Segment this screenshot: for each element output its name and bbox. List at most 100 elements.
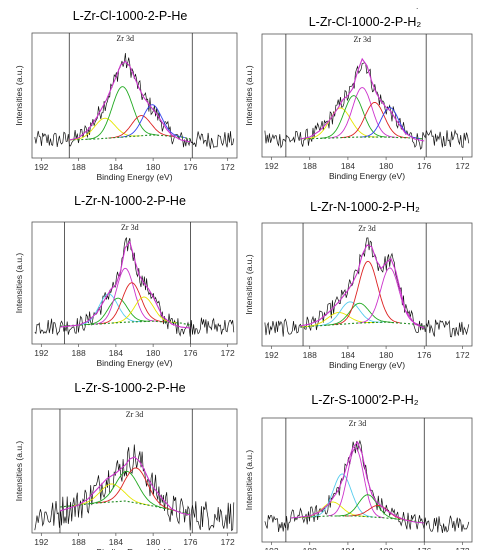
fit-component-peak	[359, 107, 421, 139]
x-tick-label: 176	[183, 162, 197, 172]
x-tick-label: 180	[379, 546, 393, 550]
raw-data-trace	[264, 237, 470, 338]
fit-component-peak	[119, 104, 185, 139]
chart-title: L-Zr-Cl-1000-2-P-H₂	[309, 15, 422, 29]
fit-component-peak	[94, 267, 156, 325]
background-baseline	[59, 500, 191, 515]
x-tick-label: 172	[455, 350, 469, 360]
peak-label: Zr 3d	[358, 224, 376, 233]
fit-component-peak	[320, 95, 388, 139]
fit-component-peak	[358, 267, 422, 326]
x-tick-label: 172	[221, 537, 235, 547]
raw-data-trace	[34, 53, 235, 149]
x-tick-label: 176	[183, 348, 197, 358]
plot-frame	[31, 32, 238, 159]
x-tick-label: 184	[341, 161, 355, 171]
x-tick-label: 192	[34, 537, 48, 547]
peak-label: Zr 3d	[121, 223, 139, 232]
chart-title: L-Zr-S-1000'2-P-H₂	[311, 393, 418, 407]
peak-label: Zr 3d	[353, 35, 371, 44]
plot-frame	[31, 221, 238, 345]
x-tick-label: 188	[71, 348, 85, 358]
raw-data-trace	[264, 439, 470, 533]
background-baseline	[300, 136, 425, 140]
background-baseline	[290, 515, 425, 524]
fit-component-peak	[316, 301, 384, 327]
fit-component-peak	[334, 260, 402, 325]
y-axis-label: Intensities (a.u.)	[14, 441, 24, 502]
x-tick-label: 176	[417, 546, 431, 550]
envelope-fit-line	[300, 244, 425, 329]
fit-component-peak	[72, 483, 151, 507]
y-axis-label: Intensities (a.u.)	[14, 253, 24, 314]
x-tick-label: 180	[379, 350, 393, 360]
chart-panel-2: L-Zr-Cl-1000-2-P-H₂ 192 188 184 180 176 172 Bin…	[244, 15, 473, 181]
fit-component-peak	[325, 302, 393, 326]
envelope-fit-line	[59, 240, 191, 329]
fit-component-peak	[108, 115, 174, 139]
x-tick-label: 172	[221, 162, 235, 172]
y-axis-label: Intensities (a.u.)	[14, 65, 24, 126]
x-tick-label: 192	[264, 350, 278, 360]
x-tick-label: 184	[341, 546, 355, 550]
x-tick-label: 172	[455, 161, 469, 171]
envelope-fit-line	[59, 456, 191, 516]
raw-data-trace	[34, 236, 235, 337]
x-tick-label: 180	[379, 161, 393, 171]
chart-title: L-Zr-Cl-1000-2-P-He	[73, 9, 188, 23]
fit-component-peak	[327, 447, 384, 519]
background-baseline	[69, 134, 191, 141]
chart-panel-1: L-Zr-Cl-1000-2-P-He 192 188 184 180 176 172 Bin…	[14, 9, 238, 182]
chart-title: L-Zr-S-1000-2-P-He	[74, 381, 185, 395]
fit-component-peak	[328, 87, 396, 139]
peak-label: Zr 3d	[126, 410, 144, 419]
plot-frame	[31, 408, 238, 534]
x-tick-label: 184	[109, 348, 123, 358]
x-tick-label: 180	[146, 537, 160, 547]
x-tick-label: 184	[109, 537, 123, 547]
chart-panel-4: L-Zr-N-1000-2-P-H₂ 192 188 184 180 176 172 Bind…	[244, 200, 473, 370]
chart-panel-5: L-Zr-S-1000-2-P-He192188184180176172Bind…	[14, 381, 238, 555]
fit-component-peak	[301, 312, 376, 328]
x-tick-label: 192	[34, 162, 48, 172]
fit-component-peak	[87, 470, 167, 510]
raw-data-trace	[264, 62, 470, 150]
envelope-fit-line	[300, 57, 425, 142]
fit-component-peak	[336, 494, 400, 520]
x-tick-label: 192	[34, 348, 48, 358]
x-axis-label: Binding Energy (eV)	[96, 358, 172, 368]
x-tick-label: 188	[303, 546, 317, 550]
envelope-fit-line	[69, 60, 191, 143]
fit-component-peak	[86, 86, 159, 140]
raw-data-trace	[34, 444, 235, 532]
chart-title: L-Zr-N-1000-2-P-H₂	[310, 200, 420, 214]
x-tick-label: 192	[264, 161, 278, 171]
fit-component-peak	[85, 297, 151, 326]
x-tick-label: 176	[183, 537, 197, 547]
peak-label: Zr 3d	[116, 34, 134, 43]
plot-frame	[261, 33, 473, 158]
plot-frame	[261, 222, 473, 347]
y-axis-label: Intensities (a.u.)	[244, 254, 254, 315]
fit-component-peak	[303, 107, 377, 140]
x-tick-label: 188	[71, 537, 85, 547]
x-tick-label: 188	[303, 350, 317, 360]
plot-frame	[261, 417, 473, 543]
x-axis-label: Binding Energy (eV)	[96, 172, 172, 182]
y-axis-label: Intensities (a.u.)	[244, 65, 254, 126]
peak-label: Zr 3d	[349, 419, 367, 428]
fit-component-peak	[341, 101, 408, 139]
chart-panel-6: L-Zr-S-1000'2-P-H₂192188184180176172Bind…	[244, 393, 473, 555]
corner-dot: .	[416, 1, 418, 11]
envelope-fit-line	[290, 440, 425, 524]
x-tick-label: 176	[417, 350, 431, 360]
x-axis-label: Binding Energy (eV)	[329, 171, 405, 181]
fit-component-peak	[99, 282, 165, 325]
x-tick-label: 192	[264, 546, 278, 550]
y-axis-label: Intensities (a.u.)	[244, 450, 254, 511]
x-tick-label: 172	[455, 546, 469, 550]
chart-panel-3: L-Zr-N-1000-2-P-He 192 188 184 180 176 172 Bind…	[14, 194, 238, 368]
x-tick-label: 172	[221, 348, 235, 358]
